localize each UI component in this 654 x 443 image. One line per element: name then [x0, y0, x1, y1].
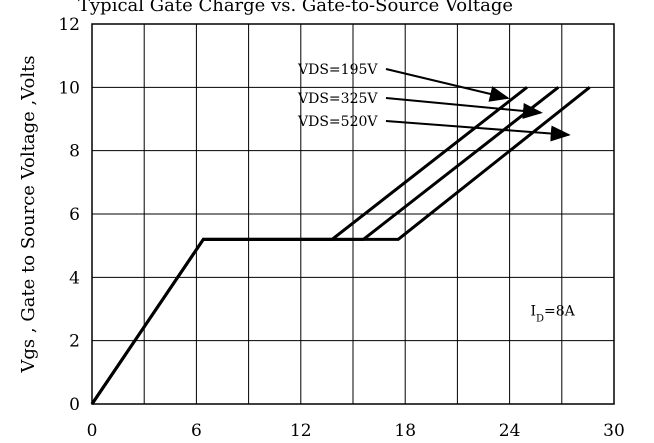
x-tick-label: 0 — [87, 421, 98, 441]
y-tick-label: 12 — [58, 15, 80, 35]
x-tick-label: 24 — [499, 421, 521, 441]
condition-label-suffix: =8A — [544, 303, 576, 319]
annotations: VDS=195V VDS=325V VDS=520V — [297, 62, 571, 142]
condition-label-main: I — [530, 303, 536, 319]
annotation-arrow — [385, 120, 571, 142]
x-tick-labels: 0 6 12 18 24 30 — [87, 421, 625, 441]
annotation-label: VDS=195V — [297, 62, 378, 78]
y-tick-label: 10 — [58, 78, 80, 98]
annotation-label: VDS=325V — [297, 91, 378, 107]
y-tick-labels: 0 2 4 6 8 10 12 — [58, 15, 80, 415]
plot-frame — [91, 23, 615, 405]
plot-border — [91, 23, 615, 405]
chart-header: Typical Gate Charge vs. Gate-to-Source V… — [78, 0, 513, 16]
grid — [91, 23, 615, 405]
condition-label: ID=8A — [530, 303, 575, 324]
series-line-2 — [90, 86, 560, 405]
series — [90, 86, 591, 405]
y-tick-label: 8 — [69, 142, 80, 162]
y-tick-label: 6 — [69, 205, 80, 225]
condition-label-subscript: D — [536, 313, 544, 324]
y-tick-label: 4 — [69, 268, 80, 288]
annotation-label: VDS=520V — [297, 114, 378, 130]
annotation-arrow — [385, 68, 510, 102]
y-tick-label: 0 — [69, 395, 80, 415]
x-tick-label: 30 — [603, 421, 625, 441]
x-tick-label: 12 — [290, 421, 312, 441]
chart-header-text: Typical Gate Charge vs. Gate-to-Source V… — [78, 0, 513, 16]
annotation-arrow — [385, 97, 543, 119]
x-tick-label: 6 — [191, 421, 202, 441]
series-line-1 — [90, 86, 528, 405]
x-tick-label: 18 — [394, 421, 416, 441]
series-line-3 — [90, 86, 591, 405]
y-axis-label: Vgs , Gate to Source Voltage ,Volts — [18, 55, 39, 373]
y-tick-label: 2 — [69, 332, 80, 352]
